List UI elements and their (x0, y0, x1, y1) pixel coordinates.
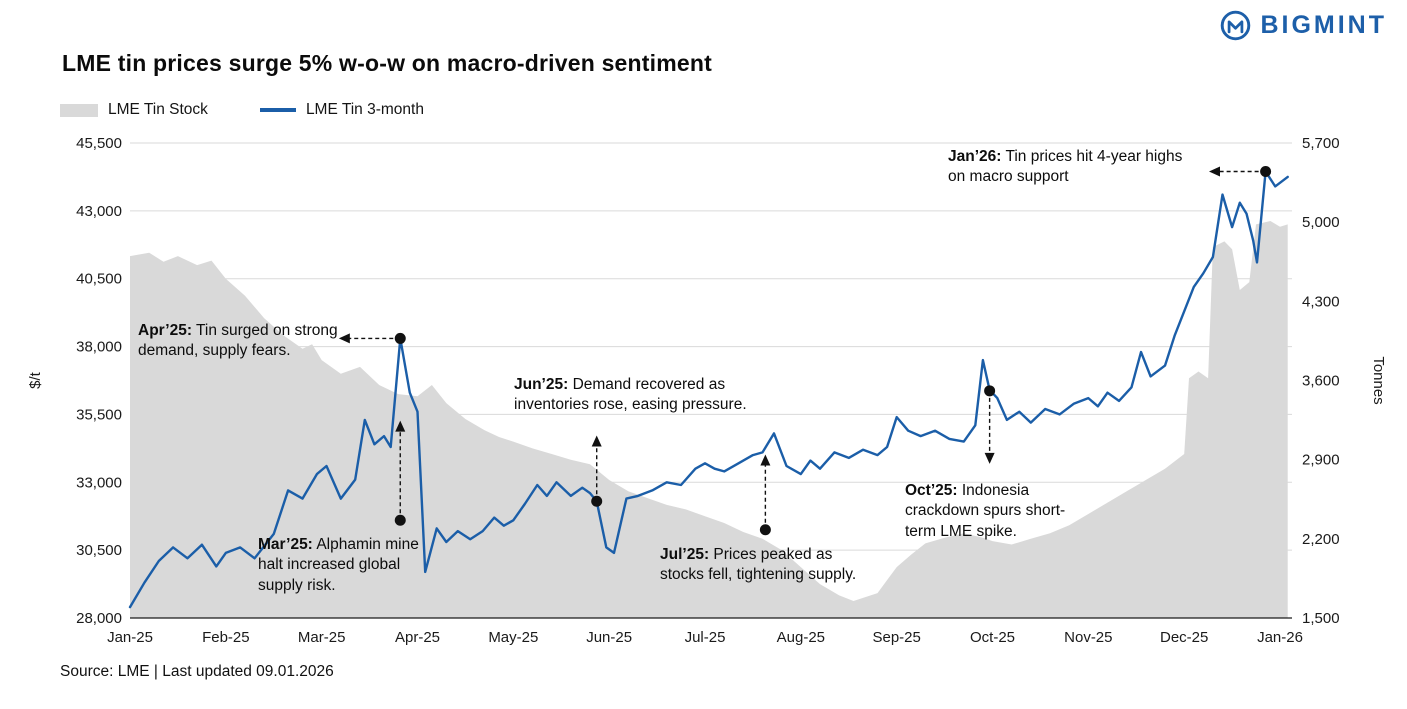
price-tick-label: 33,000 (76, 474, 122, 491)
legend-label-stock: LME Tin Stock (108, 101, 208, 118)
x-tick-label: Oct-25 (970, 629, 1015, 646)
x-tick-label: Dec-25 (1160, 629, 1208, 646)
annotation-dot-oct25 (984, 385, 996, 397)
x-tick-label: May-25 (488, 629, 538, 646)
price-tick-label: 35,500 (76, 406, 122, 423)
legend-label-price: LME Tin 3-month (305, 101, 424, 118)
chart-canvas: 28,000 30,500 33,000 35,500 38,000 40,500 43,0… (27, 135, 1387, 646)
annotation-arrowhead-oct25 (984, 452, 995, 464)
annotation-text: Alphamin mine halt increased global supp… (258, 536, 419, 594)
annotation-label: Mar’25: (258, 536, 313, 553)
annotation-label: Jun’25: (514, 376, 569, 393)
annotation-label: Jan’26: (948, 148, 1002, 165)
stock-tick-label: 4,300 (1302, 293, 1340, 310)
x-tick-label: Nov-25 (1064, 629, 1112, 646)
annotation-jan26: Jan’26: Tin prices hit 4-year highs on m… (948, 147, 1190, 188)
x-tick-label: Jun-25 (586, 629, 632, 646)
annotation-mar25: Mar’25: Alphamin mine halt increased glo… (258, 535, 430, 596)
stock-tick-label: 5,000 (1302, 214, 1340, 231)
x-tick-label: Feb-25 (202, 629, 250, 646)
x-tick-label: Jan-25 (107, 629, 153, 646)
annotation-apr25: Apr’25: Tin surged on strong demand, sup… (138, 321, 338, 362)
annotation-oct25: Oct’25: Indonesia crackdown spurs short-… (905, 481, 1089, 542)
stock-area-swatch (60, 103, 98, 117)
annotation-jul25: Jul’25: Prices peaked as stocks fell, ti… (660, 545, 875, 586)
annotation-arrowhead-mar25 (395, 420, 406, 432)
annotation-label: Jul’25: (660, 546, 710, 563)
annotation-dot-jun25 (591, 495, 603, 507)
annotation-text: Demand recovered as inventories rose, ea… (514, 376, 747, 414)
price-tick-label: 38,000 (76, 339, 122, 356)
source-note: Source: LME | Last updated 09.01.2026 (60, 663, 334, 680)
annotation-text: Prices peaked as stocks fell, tightening… (660, 546, 857, 584)
annotation-arrowhead-jan26 (1209, 166, 1220, 177)
annotation-dot-jan26 (1260, 166, 1272, 177)
stock-area-series (130, 221, 1288, 618)
price-line-swatch (259, 108, 296, 112)
brand-name: BIGMINT (1260, 11, 1387, 39)
legend-item-price: LME Tin 3-month (259, 101, 424, 119)
x-tick-label: Jul-25 (685, 629, 726, 646)
annotation-arrowhead-apr25 (338, 333, 350, 344)
x-tick-label: Jan-26 (1257, 629, 1303, 646)
annotation-text: Tin surged on strong demand, supply fear… (138, 322, 338, 360)
annotation-dot-jul25 (759, 524, 771, 536)
price-tick-label: 43,000 (76, 203, 122, 220)
x-tick-label: Apr-25 (395, 629, 440, 646)
price-tick-label: 45,500 (76, 135, 122, 152)
x-tick-label: Mar-25 (298, 629, 346, 646)
price-tick-label: 40,500 (76, 271, 122, 288)
annotation-label: Oct’25: (905, 482, 958, 499)
price-tick-label: 30,500 (76, 542, 122, 559)
stock-tick-label: 2,200 (1302, 531, 1340, 548)
x-tick-label: Sep-25 (872, 629, 920, 646)
x-tick-label: Aug-25 (777, 629, 825, 646)
annotation-dot-apr25 (394, 332, 406, 344)
bigmint-icon (1221, 10, 1251, 41)
annotation-label: Apr’25: (138, 322, 192, 339)
annotation-text: Tin prices hit 4-year highs on macro sup… (948, 148, 1183, 186)
annotation-arrowhead-jun25 (591, 435, 602, 447)
annotation-text: Indonesia crackdown spurs short-term LME… (905, 482, 1066, 540)
stock-tick-label: 2,900 (1302, 452, 1340, 469)
brand-logo: BIGMINT (1219, 9, 1387, 42)
right-axis-title: Tonnes (1370, 356, 1387, 404)
left-axis-title: $/t (27, 371, 44, 389)
annotation-dot-mar25 (394, 514, 406, 526)
stock-tick-label: 1,500 (1302, 610, 1340, 627)
stock-tick-label: 3,600 (1302, 373, 1340, 390)
chart-title: LME tin prices surge 5% w-o-w on macro-d… (62, 50, 713, 76)
price-tick-label: 28,000 (76, 610, 122, 627)
legend: LME Tin Stock LME Tin 3-month (60, 101, 424, 119)
legend-item-stock: LME Tin Stock (60, 101, 208, 119)
stock-tick-label: 5,700 (1302, 135, 1340, 152)
annotation-arrowhead-jul25 (760, 454, 771, 466)
annotation-jun25: Jun’25: Demand recovered as inventories … (514, 375, 754, 416)
price-line-series (128, 170, 1289, 609)
